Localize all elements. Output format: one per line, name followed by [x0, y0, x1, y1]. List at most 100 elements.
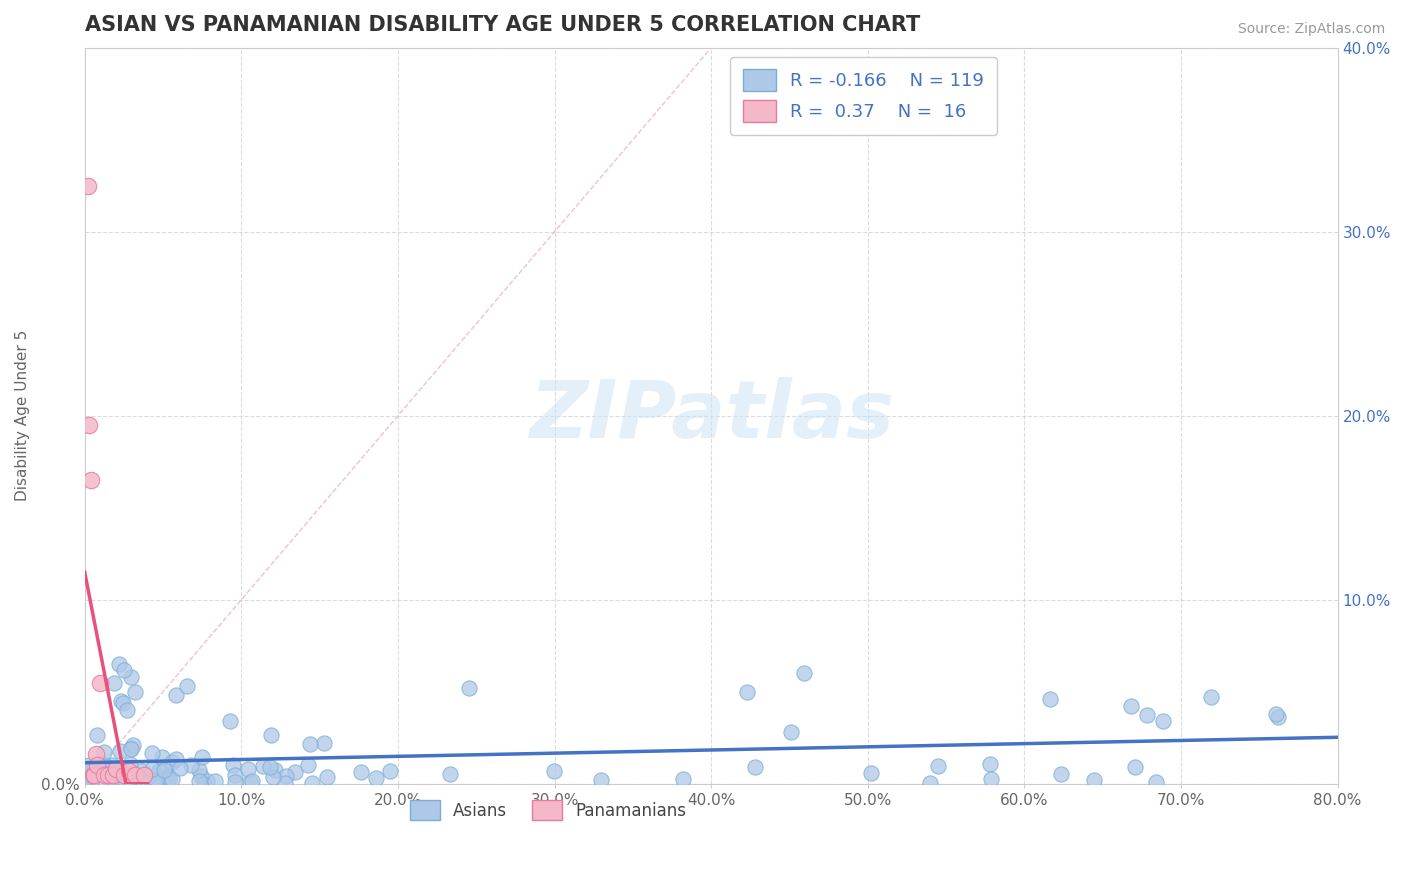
Point	[920, 776, 942, 790]
Point	[103, 772, 125, 786]
Point	[118, 776, 141, 790]
Point	[76, 178, 98, 193]
Point	[89, 756, 111, 771]
Point	[97, 767, 120, 781]
Point	[87, 768, 110, 782]
Point	[1152, 714, 1174, 728]
Point	[169, 761, 191, 775]
Point	[204, 774, 226, 789]
Point	[165, 752, 187, 766]
Point	[672, 772, 695, 786]
Point	[297, 758, 319, 772]
Point	[117, 772, 139, 787]
Point	[107, 772, 129, 787]
Point	[259, 760, 281, 774]
Point	[1050, 766, 1073, 780]
Point	[260, 728, 283, 742]
Point	[301, 776, 323, 790]
Point	[187, 773, 209, 788]
Point	[157, 771, 180, 785]
Point	[1083, 773, 1105, 788]
Point	[79, 758, 101, 772]
Point	[458, 681, 481, 695]
Point	[120, 757, 142, 772]
Point	[264, 764, 287, 778]
Point	[176, 679, 198, 693]
Point	[378, 764, 401, 778]
Point	[224, 768, 246, 782]
Point	[83, 767, 105, 781]
Point	[1144, 774, 1167, 789]
Text: ZIPatlas: ZIPatlas	[529, 376, 894, 455]
Point	[89, 675, 111, 690]
Point	[110, 694, 132, 708]
Point	[1199, 690, 1222, 705]
Point	[122, 738, 145, 752]
Point	[153, 763, 176, 777]
Point	[274, 775, 297, 789]
Point	[1119, 699, 1142, 714]
Y-axis label: Disability Age Under 5: Disability Age Under 5	[15, 330, 30, 501]
Point	[859, 766, 882, 780]
Point	[1267, 710, 1289, 724]
Point	[543, 764, 565, 779]
Point	[124, 767, 146, 781]
Point	[124, 684, 146, 698]
Point	[312, 736, 335, 750]
Point	[120, 742, 142, 756]
Point	[117, 772, 139, 786]
Point	[136, 770, 159, 784]
Point	[1264, 706, 1286, 721]
Point	[927, 759, 949, 773]
Point	[439, 767, 461, 781]
Point	[155, 772, 177, 786]
Point	[103, 772, 125, 787]
Point	[979, 756, 1001, 771]
Point	[120, 670, 142, 684]
Point	[77, 762, 100, 776]
Point	[107, 772, 129, 786]
Point	[141, 746, 163, 760]
Point	[350, 765, 373, 780]
Point	[86, 758, 108, 772]
Point	[83, 762, 105, 776]
Point	[316, 770, 339, 784]
Point	[84, 747, 107, 762]
Point	[101, 763, 124, 777]
Point	[112, 767, 135, 781]
Point	[737, 684, 759, 698]
Point	[86, 728, 108, 742]
Point	[980, 772, 1002, 786]
Point	[252, 759, 274, 773]
Point	[780, 725, 803, 739]
Point	[242, 774, 264, 789]
Point	[284, 764, 307, 779]
Point	[131, 764, 153, 779]
Point	[191, 749, 214, 764]
Point	[108, 657, 131, 672]
Point	[105, 762, 128, 776]
Point	[1123, 759, 1146, 773]
Point	[112, 696, 135, 710]
Point	[141, 762, 163, 776]
Point	[145, 772, 167, 787]
Point	[276, 769, 298, 783]
Point	[143, 773, 166, 788]
Point	[114, 775, 136, 789]
Point	[1136, 707, 1159, 722]
Point	[104, 772, 127, 787]
Text: ASIAN VS PANAMANIAN DISABILITY AGE UNDER 5 CORRELATION CHART: ASIAN VS PANAMANIAN DISABILITY AGE UNDER…	[84, 15, 920, 35]
Point	[298, 737, 321, 751]
Point	[73, 773, 96, 788]
Point	[195, 773, 218, 788]
Point	[93, 767, 115, 781]
Point	[101, 758, 124, 772]
Point	[80, 473, 103, 487]
Point	[160, 772, 183, 786]
Point	[82, 767, 104, 781]
Point	[150, 750, 173, 764]
Point	[94, 760, 117, 774]
Point	[190, 769, 212, 783]
Point	[148, 764, 170, 778]
Point	[111, 777, 134, 791]
